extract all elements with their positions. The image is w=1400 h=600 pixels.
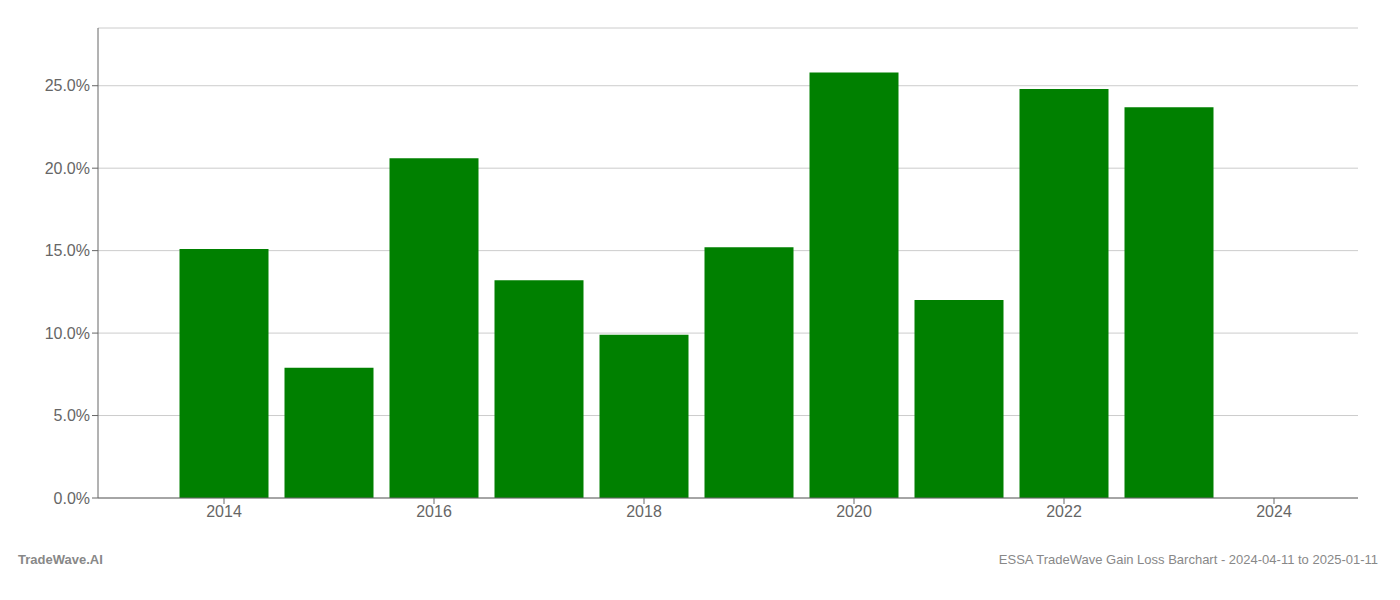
svg-text:2018: 2018: [626, 503, 662, 520]
svg-text:2020: 2020: [836, 503, 872, 520]
svg-text:2016: 2016: [416, 503, 452, 520]
svg-text:2022: 2022: [1046, 503, 1082, 520]
svg-text:10.0%: 10.0%: [45, 325, 90, 342]
html-text:TradeWave.AI: TradeWave.AI: [18, 552, 103, 567]
svg-text:20.0%: 20.0%: [45, 160, 90, 177]
svg-text:2024: 2024: [1256, 503, 1292, 520]
svg-text:5.0%: 5.0%: [54, 407, 90, 424]
svg-text:2014: 2014: [206, 503, 242, 520]
svg-text:0.0%: 0.0%: [54, 490, 90, 507]
svg-text:15.0%: 15.0%: [45, 242, 90, 259]
html-text:ESSA TradeWave Gain Loss Barch: ESSA TradeWave Gain Loss Barchart - 2024…: [998, 552, 1378, 567]
svg-text:25.0%: 25.0%: [45, 77, 90, 94]
